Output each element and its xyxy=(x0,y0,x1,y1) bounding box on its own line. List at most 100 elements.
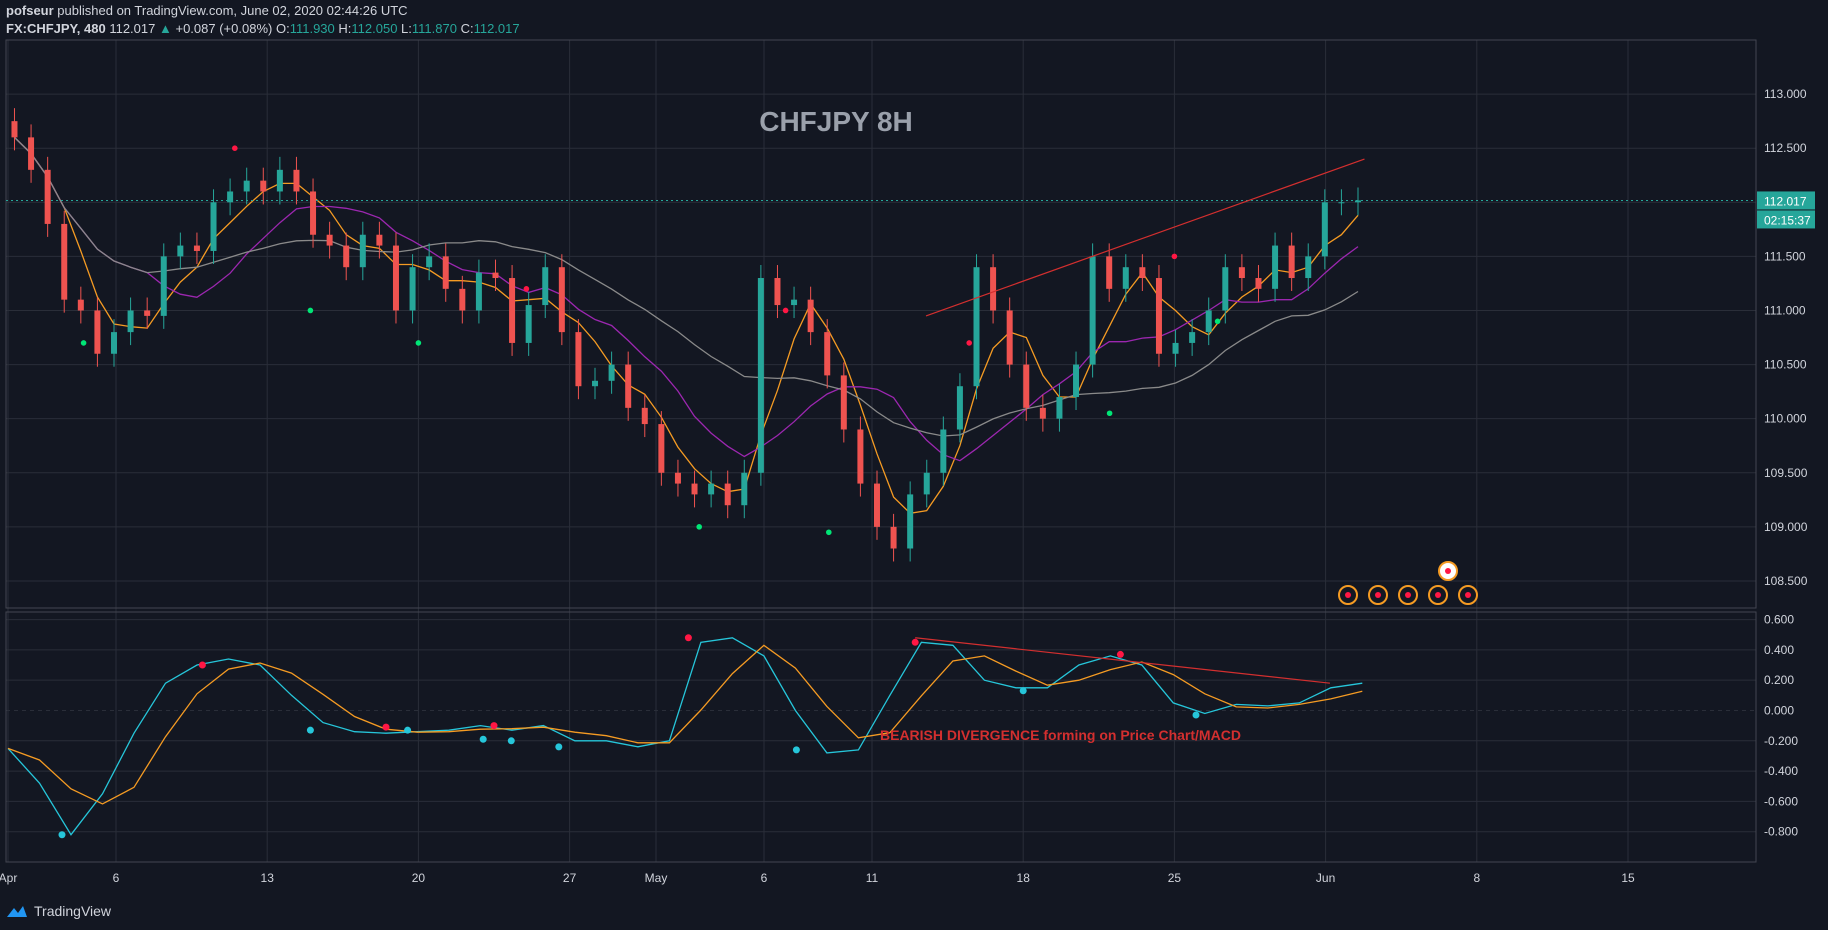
macd-cross-dot xyxy=(911,638,919,646)
macd-cross-dot xyxy=(1019,687,1027,695)
macd-cross-dot xyxy=(306,726,314,734)
candle-body xyxy=(990,267,997,311)
candle-body xyxy=(890,526,897,549)
candle-body xyxy=(210,202,217,251)
ohlc-legend: FX:CHFJPY, 480 112.017 ▲ +0.087 (+0.08%)… xyxy=(6,21,520,36)
candle-body xyxy=(409,267,416,311)
candle-body xyxy=(442,256,449,289)
candle-body xyxy=(674,472,681,484)
symbol-label[interactable]: FX:CHFJPY, 480 xyxy=(6,21,106,36)
time-tick-label: May xyxy=(645,871,668,885)
candle-body xyxy=(1255,278,1262,289)
candle-body xyxy=(459,288,466,311)
candle-body xyxy=(111,332,117,354)
macd-tick-label: -0.800 xyxy=(1764,825,1798,839)
candle-body xyxy=(708,483,715,495)
high-value: 112.050 xyxy=(351,21,398,36)
ma-mid-line xyxy=(14,136,1359,462)
event-flag-core-icon xyxy=(1375,592,1381,598)
time-tick-label: 8 xyxy=(1473,871,1480,885)
candle-body xyxy=(1139,267,1146,279)
price-badges: 112.017 02:15:37 xyxy=(1757,191,1815,229)
macd-axis[interactable]: 0.600 0.400 0.200 0.000 -0.200 -0.400 -0.600 -0… xyxy=(1764,613,1798,839)
candle-body xyxy=(641,407,648,425)
price-tick-label: 111.500 xyxy=(1764,249,1806,263)
price-axis[interactable]: 113.000112.500112.000111.500111.000110.5… xyxy=(1764,87,1808,588)
macd-divergence-line xyxy=(915,637,1330,684)
candle-body xyxy=(608,364,615,381)
candle-body xyxy=(28,137,35,170)
trend-line[interactable] xyxy=(925,158,1365,317)
macd-cross-dot xyxy=(684,634,692,642)
macd-cross-dot xyxy=(555,743,563,751)
signal-line xyxy=(7,644,1363,805)
time-tick-label: Apr xyxy=(0,871,17,885)
candle-body xyxy=(426,256,433,268)
candle-body xyxy=(1122,267,1129,289)
brand-footer[interactable]: TradingView xyxy=(6,903,111,919)
candle-body xyxy=(359,234,366,268)
macd-tick-label: -0.200 xyxy=(1764,734,1798,748)
candle-body xyxy=(1288,245,1295,279)
candle-body xyxy=(160,256,167,316)
macd-cross-dot xyxy=(490,722,498,730)
macd-tick-label: 0.200 xyxy=(1764,673,1794,687)
low-value: 111.870 xyxy=(411,21,457,36)
signal-dot xyxy=(415,340,422,346)
time-tick-label: 15 xyxy=(1621,871,1635,885)
tradingview-logo-icon xyxy=(7,906,27,917)
candle-body xyxy=(1222,267,1229,311)
candle-body xyxy=(1006,310,1013,365)
candle-body xyxy=(1189,332,1196,343)
candle-body xyxy=(824,332,831,376)
price-tick-label: 108.500 xyxy=(1764,574,1808,588)
signal-dot xyxy=(523,286,530,292)
moving-averages xyxy=(6,136,1756,514)
change-value: +0.087 (+0.08%) xyxy=(175,21,273,36)
resistance-trend-line[interactable] xyxy=(925,158,1365,317)
signal-dot xyxy=(307,307,314,314)
candle-body xyxy=(1039,407,1046,419)
time-tick-label: 13 xyxy=(261,871,275,885)
candle-body xyxy=(376,234,383,246)
signal-dot xyxy=(696,524,702,530)
price-tick-label: 111.000 xyxy=(1764,303,1806,317)
candle-body xyxy=(940,429,947,473)
candle-body xyxy=(873,483,880,527)
candle-body xyxy=(542,267,549,306)
candle-body xyxy=(61,223,68,300)
author-name[interactable]: pofseur xyxy=(6,3,54,18)
candle-body xyxy=(276,169,283,192)
close-label: C: xyxy=(460,21,474,36)
event-icons[interactable] xyxy=(1338,561,1478,605)
candle-body xyxy=(1238,267,1245,279)
signal-dot xyxy=(966,340,972,346)
candle-body xyxy=(1023,364,1030,408)
pane-frames xyxy=(5,39,1757,863)
candle-body xyxy=(1338,202,1345,204)
candle-body xyxy=(1272,245,1279,289)
price-tick-label: 110.000 xyxy=(1764,412,1807,426)
timer-badge xyxy=(1757,210,1815,229)
time-axis[interactable]: Apr 6 13 20 27 May 6 11 18 25 Jun 8 15 xyxy=(0,871,1635,885)
candle-body xyxy=(757,278,764,473)
last-price-badge-text: 112.017 xyxy=(1764,194,1807,208)
candle-body xyxy=(724,483,731,506)
event-flag-core-icon xyxy=(1465,592,1471,598)
candle-body xyxy=(840,375,847,430)
candle-body xyxy=(907,494,914,549)
candle-body xyxy=(475,272,482,311)
grid-lines xyxy=(6,40,1756,862)
candle-body xyxy=(44,169,51,224)
ma-fast-line xyxy=(14,136,1359,514)
candle-body xyxy=(658,424,665,473)
candle-body xyxy=(1321,202,1328,257)
candle-body xyxy=(94,310,101,354)
candle-body xyxy=(575,332,582,387)
macd-cross-dot xyxy=(382,723,390,731)
candle-body xyxy=(1106,256,1113,289)
change-arrow-icon: ▲ xyxy=(158,21,172,36)
candle-body xyxy=(625,364,632,408)
signal-dot xyxy=(782,307,789,314)
